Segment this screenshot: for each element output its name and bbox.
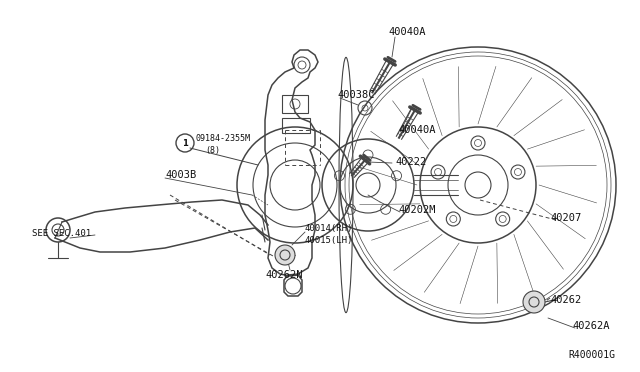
Text: 4003B: 4003B bbox=[165, 170, 196, 180]
Text: 09184-2355M: 09184-2355M bbox=[196, 134, 251, 142]
Bar bbox=[282, 95, 308, 113]
Circle shape bbox=[275, 245, 295, 265]
Bar bbox=[282, 118, 310, 133]
Text: 40040A: 40040A bbox=[398, 125, 435, 135]
Text: 40262: 40262 bbox=[550, 295, 581, 305]
Text: 40262N: 40262N bbox=[265, 270, 303, 280]
Text: 1: 1 bbox=[182, 138, 188, 148]
Text: 40038C: 40038C bbox=[337, 90, 374, 100]
Text: (8): (8) bbox=[205, 145, 220, 154]
Text: 40015(LH): 40015(LH) bbox=[305, 235, 353, 244]
Text: 40202M: 40202M bbox=[398, 205, 435, 215]
Text: 40262A: 40262A bbox=[572, 321, 609, 331]
Text: SEE SEC.401: SEE SEC.401 bbox=[32, 228, 91, 237]
Text: 40222: 40222 bbox=[395, 157, 426, 167]
Text: R400001G: R400001G bbox=[568, 350, 615, 360]
Text: 40014(RH): 40014(RH) bbox=[305, 224, 353, 232]
Text: 40040A: 40040A bbox=[388, 27, 426, 37]
Text: 40207: 40207 bbox=[550, 213, 581, 223]
Circle shape bbox=[523, 291, 545, 313]
